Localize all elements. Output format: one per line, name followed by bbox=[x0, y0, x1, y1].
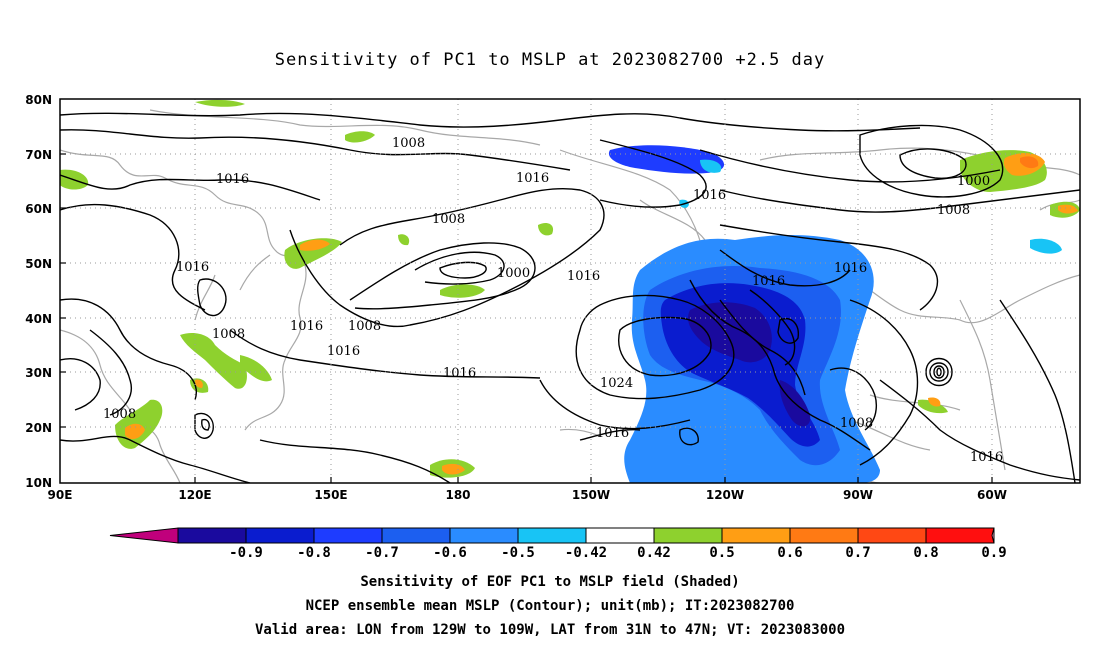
lon-label: 90W bbox=[843, 488, 873, 502]
contour-label: 1008 bbox=[392, 136, 425, 151]
contour-label: 1008 bbox=[212, 327, 245, 342]
contour-label: 1008 bbox=[103, 407, 136, 422]
lat-label: 10N bbox=[25, 476, 52, 490]
contour-label: 1016 bbox=[970, 450, 1003, 465]
colorbar-swatch bbox=[245, 527, 315, 544]
contour-label: 1016 bbox=[443, 366, 476, 381]
colorbar-tick-label: -0.8 bbox=[297, 545, 331, 561]
lat-label: 30N bbox=[25, 366, 52, 380]
caption-line-2: NCEP ensemble mean MSLP (Contour); unit(… bbox=[305, 598, 795, 614]
colorbar-swatch bbox=[925, 527, 995, 544]
colorbar-swatch bbox=[585, 527, 655, 544]
longitude-axis: 90E 120E 150E 180 150W 120W 90W 60W bbox=[48, 488, 1007, 502]
mslp-contours bbox=[60, 112, 1080, 483]
map-title: Sensitivity of PC1 to MSLP at 2023082700… bbox=[274, 50, 826, 70]
contour-label: 1024 bbox=[600, 376, 633, 391]
colorbar-swatch bbox=[449, 527, 519, 544]
colorbar-swatch bbox=[789, 527, 859, 544]
lon-label: 90E bbox=[48, 488, 73, 502]
lat-label: 40N bbox=[25, 312, 52, 326]
lon-label: 180 bbox=[445, 488, 470, 502]
contour-label: 1016 bbox=[834, 261, 867, 276]
map-frame bbox=[59, 98, 1081, 484]
contour-label: 1016 bbox=[290, 319, 323, 334]
contour-label: 1008 bbox=[432, 212, 465, 227]
colorbar-tick-label: 0.6 bbox=[777, 545, 802, 561]
colorbar-swatch bbox=[721, 527, 791, 544]
lon-label: 120W bbox=[706, 488, 744, 502]
contour-label: 1008 bbox=[840, 416, 873, 431]
caption-line-3: Valid area: LON from 129W to 109W, LAT f… bbox=[254, 622, 845, 638]
colorbar-swatch bbox=[381, 527, 451, 544]
colorbar-tick-label: 0.8 bbox=[913, 545, 938, 561]
colorbar-swatch bbox=[517, 527, 587, 544]
lon-label: 60W bbox=[977, 488, 1007, 502]
colorbar: -0.9 -0.8 -0.7 -0.6 -0.5 -0.42 0.42 0.5 0.6 0.7 0.… bbox=[109, 527, 1007, 561]
contour-label: 1016 bbox=[176, 260, 209, 275]
contour-label: 1000 bbox=[497, 266, 530, 281]
lat-label: 50N bbox=[25, 257, 52, 271]
colorbar-tick-label: -0.9 bbox=[229, 545, 263, 561]
contour-label: 1016 bbox=[216, 172, 249, 187]
colorbar-left-tip bbox=[109, 527, 179, 544]
colorbar-swatch bbox=[857, 527, 927, 544]
contour-label: 1008 bbox=[937, 203, 970, 218]
colorbar-swatch bbox=[177, 527, 247, 544]
colorbar-tick-label: 0.42 bbox=[637, 545, 671, 561]
lat-label: 60N bbox=[25, 202, 52, 216]
contour-label: 1000 bbox=[957, 174, 990, 189]
colorbar-tick-label: 0.5 bbox=[709, 545, 734, 561]
contour-label-layer: 1008 1016 1016 1016 1008 1016 1016 1008 … bbox=[103, 136, 1003, 465]
contour-label: 1016 bbox=[596, 426, 629, 441]
colorbar-swatch bbox=[313, 527, 383, 544]
lon-label: 150E bbox=[314, 488, 347, 502]
lon-label: 120E bbox=[178, 488, 211, 502]
colorbar-tick-label: -0.6 bbox=[433, 545, 467, 561]
colorbar-tick-label: 0.9 bbox=[981, 545, 1006, 561]
colorbar-tick-label: -0.5 bbox=[501, 545, 535, 561]
latitude-axis: 80N 70N 60N 50N 40N 30N 20N 10N bbox=[25, 93, 52, 490]
lat-label: 20N bbox=[25, 421, 52, 435]
contour-label: 1016 bbox=[327, 344, 360, 359]
colorbar-right-tip bbox=[991, 527, 995, 544]
lat-label: 80N bbox=[25, 93, 52, 107]
caption-line-1: Sensitivity of EOF PC1 to MSLP field (Sh… bbox=[360, 574, 740, 590]
contour-label: 1016 bbox=[567, 269, 600, 284]
contour-label: 1016 bbox=[693, 188, 726, 203]
contour-label: 1008 bbox=[348, 319, 381, 334]
colorbar-tick-label: -0.42 bbox=[565, 545, 607, 561]
colorbar-tick-label: 0.7 bbox=[845, 545, 870, 561]
lon-label: 150W bbox=[572, 488, 610, 502]
contour-label: 1016 bbox=[752, 274, 785, 289]
contour-label: 1016 bbox=[516, 171, 549, 186]
graticule bbox=[60, 99, 1080, 483]
colorbar-swatch bbox=[653, 527, 723, 544]
colorbar-tick-label: -0.7 bbox=[365, 545, 399, 561]
lat-label: 70N bbox=[25, 148, 52, 162]
